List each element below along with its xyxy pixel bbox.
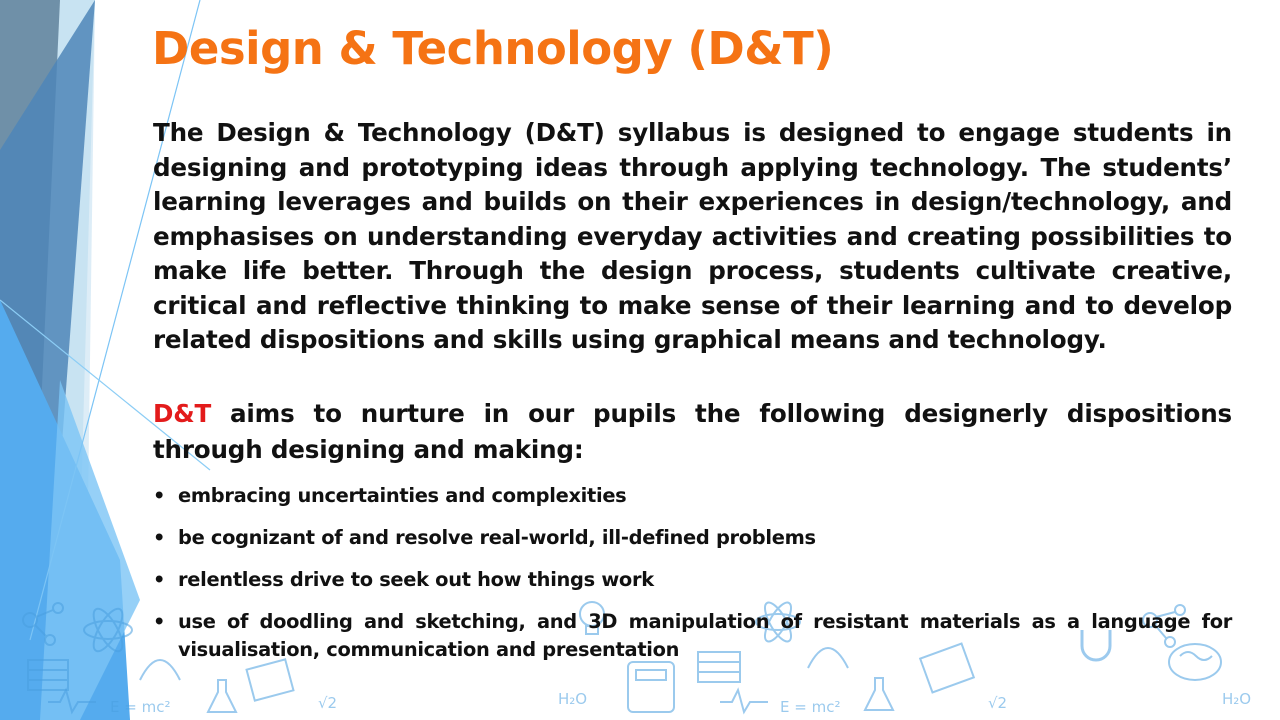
lightbulb-icon: [579, 601, 605, 635]
deco-line: [0, 299, 211, 471]
formula-text: E = mc² E = mc² H₂O H₂O √2 √2: [110, 690, 1251, 716]
magnet-icon: [1080, 630, 1112, 662]
dispositions-list: • embracing uncertainties and complexitie…: [153, 482, 1232, 664]
aims-text: aims to nurture in our pupils the follow…: [153, 399, 1232, 464]
molecule-icon: [1142, 604, 1186, 648]
formula-right: E = mc²: [780, 698, 840, 716]
abacus-icon: [697, 651, 741, 683]
bell-curve-icon: [139, 647, 849, 681]
aims-accent: D&T: [153, 399, 212, 428]
bullet-icon: •: [153, 568, 166, 591]
waveform-icon: [48, 687, 768, 715]
root-right: √2: [988, 694, 1007, 712]
list-item-text: use of doodling and sketching, and 3D ma…: [178, 610, 1232, 661]
left-decorative-shapes: [0, 0, 211, 720]
water-left: H₂O: [558, 690, 587, 708]
list-item: • be cognizant of and resolve real-world,…: [153, 524, 1232, 552]
aims-paragraph: D&T aims to nurture in our pupils the fo…: [153, 396, 1232, 468]
formula-left: E = mc²: [110, 698, 170, 716]
slide-title: Design & Technology (D&T): [152, 22, 834, 75]
list-item-text: relentless drive to seek out how things …: [178, 568, 654, 591]
list-item: • use of doodling and sketching, and 3D m…: [153, 608, 1232, 664]
science-doodle-border: E = mc² E = mc² H₂O H₂O √2 √2: [22, 601, 1251, 716]
atom-icon: [83, 607, 133, 653]
bullet-icon: •: [153, 610, 166, 633]
calculator-icon: [627, 661, 675, 713]
list-item-text: be cognizant of and resolve real-world, …: [178, 526, 816, 549]
list-item: • relentless drive to seek out how things…: [153, 566, 1232, 594]
deco-line: [29, 0, 201, 641]
abacus-icon: [27, 659, 69, 691]
list-item: • embracing uncertainties and complexitie…: [153, 482, 1232, 510]
graph-paper-icon: [245, 642, 976, 702]
root-left: √2: [318, 694, 337, 712]
intro-paragraph: The Design & Technology (D&T) syllabus i…: [153, 118, 1232, 354]
bullet-icon: •: [153, 484, 166, 507]
water-right: H₂O: [1222, 690, 1251, 708]
brain-icon: [1168, 643, 1222, 681]
atom-icon: [755, 601, 801, 643]
molecule-icon: [22, 602, 64, 646]
list-item-text: embracing uncertainties and complexities: [178, 484, 627, 507]
flask-icon: [206, 677, 895, 713]
bullet-icon: •: [153, 526, 166, 549]
